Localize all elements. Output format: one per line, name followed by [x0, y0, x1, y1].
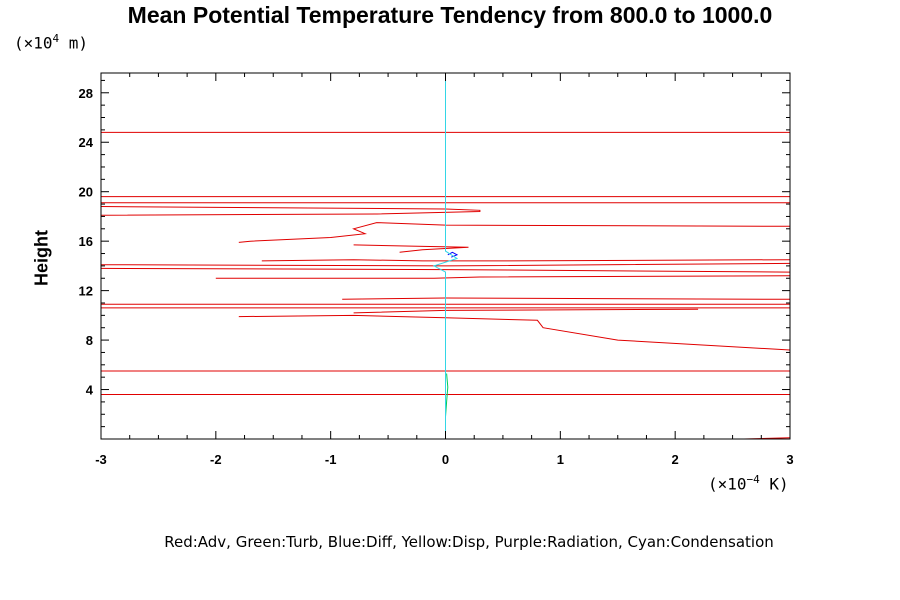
y-unit-suffix: m) [59, 33, 89, 53]
y-tick-label: 4 [86, 383, 94, 398]
y-tick-label: 28 [79, 86, 93, 101]
y-axis-unit: (×104 m) [14, 32, 88, 52]
x-tick-label: 0 [442, 452, 449, 467]
x-unit-suffix: K) [759, 474, 789, 494]
advection-line-8 [238, 222, 791, 243]
y-tick-label: 12 [79, 284, 93, 299]
chart-title: Mean Potential Temperature Tendency from… [127, 2, 773, 28]
x-tick-label: -2 [210, 452, 222, 467]
turbulence-series [445, 373, 449, 417]
y-unit-exponent: 4 [52, 32, 60, 45]
x-unit-exponent: −4 [746, 473, 760, 486]
condensation-series [432, 73, 459, 439]
advection-line-16 [353, 308, 699, 314]
y-tick-label: 24 [79, 135, 94, 150]
y-tick-label: 8 [86, 333, 93, 348]
x-tick-label: 1 [557, 452, 564, 467]
x-axis-unit: (×10−4 K) [708, 473, 789, 493]
advection-line-7 [100, 206, 481, 216]
turbulence-line-0 [445, 373, 449, 417]
x-tick-label: -3 [95, 452, 107, 467]
x-tick-label: 3 [786, 452, 793, 467]
advection-line-9 [353, 244, 469, 253]
condensation-line-0 [432, 73, 459, 439]
advection-line-11 [100, 262, 791, 267]
advection-line-13 [215, 275, 791, 279]
advection-line-14 [342, 297, 791, 300]
y-tick-label: 20 [79, 185, 93, 200]
advection-line-10 [261, 259, 791, 262]
advection-line-12 [100, 267, 791, 273]
y-unit-prefix: (×10 [14, 33, 53, 53]
x-tick-label: 2 [672, 452, 679, 467]
legend-text: Red:Adv, Green:Turb, Blue:Diff, Yellow:D… [164, 533, 774, 551]
x-unit-prefix: (×10 [708, 474, 747, 494]
x-tick-label: -1 [325, 452, 337, 467]
advection-line-15 [238, 314, 791, 351]
y-tick-label: 16 [79, 234, 93, 249]
